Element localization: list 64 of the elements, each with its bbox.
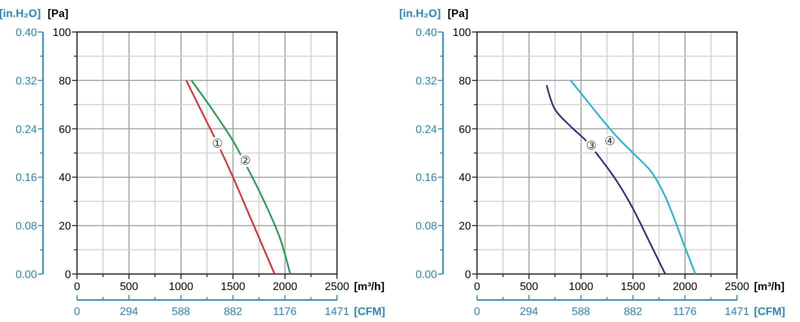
y2-tick-label: 0.40 [16,27,37,39]
y2-tick-label: 0.08 [416,220,437,233]
x-tick-label: 0 [74,281,80,293]
x-tick-label: 2500 [724,281,750,293]
y2-tick-label: 0.08 [16,220,37,233]
x-tick-label: 1500 [620,281,646,293]
y2-tick-label: 0.24 [16,124,37,136]
x-tick-label: 1000 [568,281,594,293]
x2-tick-label: 1471 [724,306,750,318]
y2-axis-title: [in.H₂O] [0,8,42,20]
x2-tick-label: 588 [172,306,190,318]
y-tick-label: 0 [464,269,471,281]
line-series [190,80,291,275]
x2-axis-title: [CFM] [354,306,386,318]
x-axis-title: [m³/h] [354,281,385,293]
y-axis-title: [Pa] [48,8,69,20]
y-tick-label: 20 [458,220,471,233]
line-series [546,84,666,275]
x2-tick-label: 1471 [324,306,350,318]
y2-tick-label: 0.32 [416,75,437,88]
x-tick-label: 2000 [672,281,698,293]
y-tick-label: 60 [58,124,71,136]
y-tick-label: 40 [58,172,71,184]
y-axis-title: [Pa] [448,8,469,20]
annotation: ① [212,136,223,150]
y2-tick-label: 0.24 [416,124,437,136]
x2-tick-label: 588 [572,306,590,318]
y2-axis-title: [in.H₂O] [399,8,442,20]
annotation: ③ [586,138,597,153]
y2-tick-label: 0.32 [16,75,37,88]
y2-tick-label: 0.00 [16,269,37,281]
x-tick-label: 0 [474,281,480,293]
y2-tick-label: 0.40 [416,27,437,39]
y-tick-label: 40 [458,172,471,184]
y-tick-label: 60 [458,124,471,136]
x2-tick-label: 0 [74,306,80,318]
y2-tick-label: 0.16 [16,172,37,184]
y-tick-label: 20 [58,220,71,233]
y-tick-label: 100 [52,27,71,39]
x2-tick-label: 294 [520,306,538,318]
x-tick-label: 2500 [324,281,350,293]
x-tick-label: 2000 [272,281,298,293]
annotation: ④ [604,134,616,148]
x-tick-label: 500 [520,281,538,293]
y-tick-label: 80 [58,75,71,88]
y-tick-label: 100 [452,27,471,39]
y-tick-label: 0 [64,269,71,281]
x2-tick-label: 882 [224,306,242,318]
x2-axis-title: [CFM] [754,306,786,318]
x-tick-label: 500 [120,281,138,293]
x-axis-title: [m³/h] [754,281,785,293]
x2-tick-label: 294 [120,306,138,318]
x2-tick-label: 0 [474,306,480,318]
x-tick-label: 1000 [168,281,194,293]
y2-tick-label: 0.16 [416,172,437,184]
line-series [185,80,276,275]
line-series [570,80,696,275]
x2-tick-label: 1176 [273,306,297,318]
x-tick-label: 1500 [220,281,246,293]
x2-tick-label: 882 [624,306,642,318]
annotation: ② [240,153,251,168]
y-tick-label: 80 [458,75,471,88]
y2-tick-label: 0.00 [416,269,437,281]
x2-tick-label: 1176 [673,306,697,318]
